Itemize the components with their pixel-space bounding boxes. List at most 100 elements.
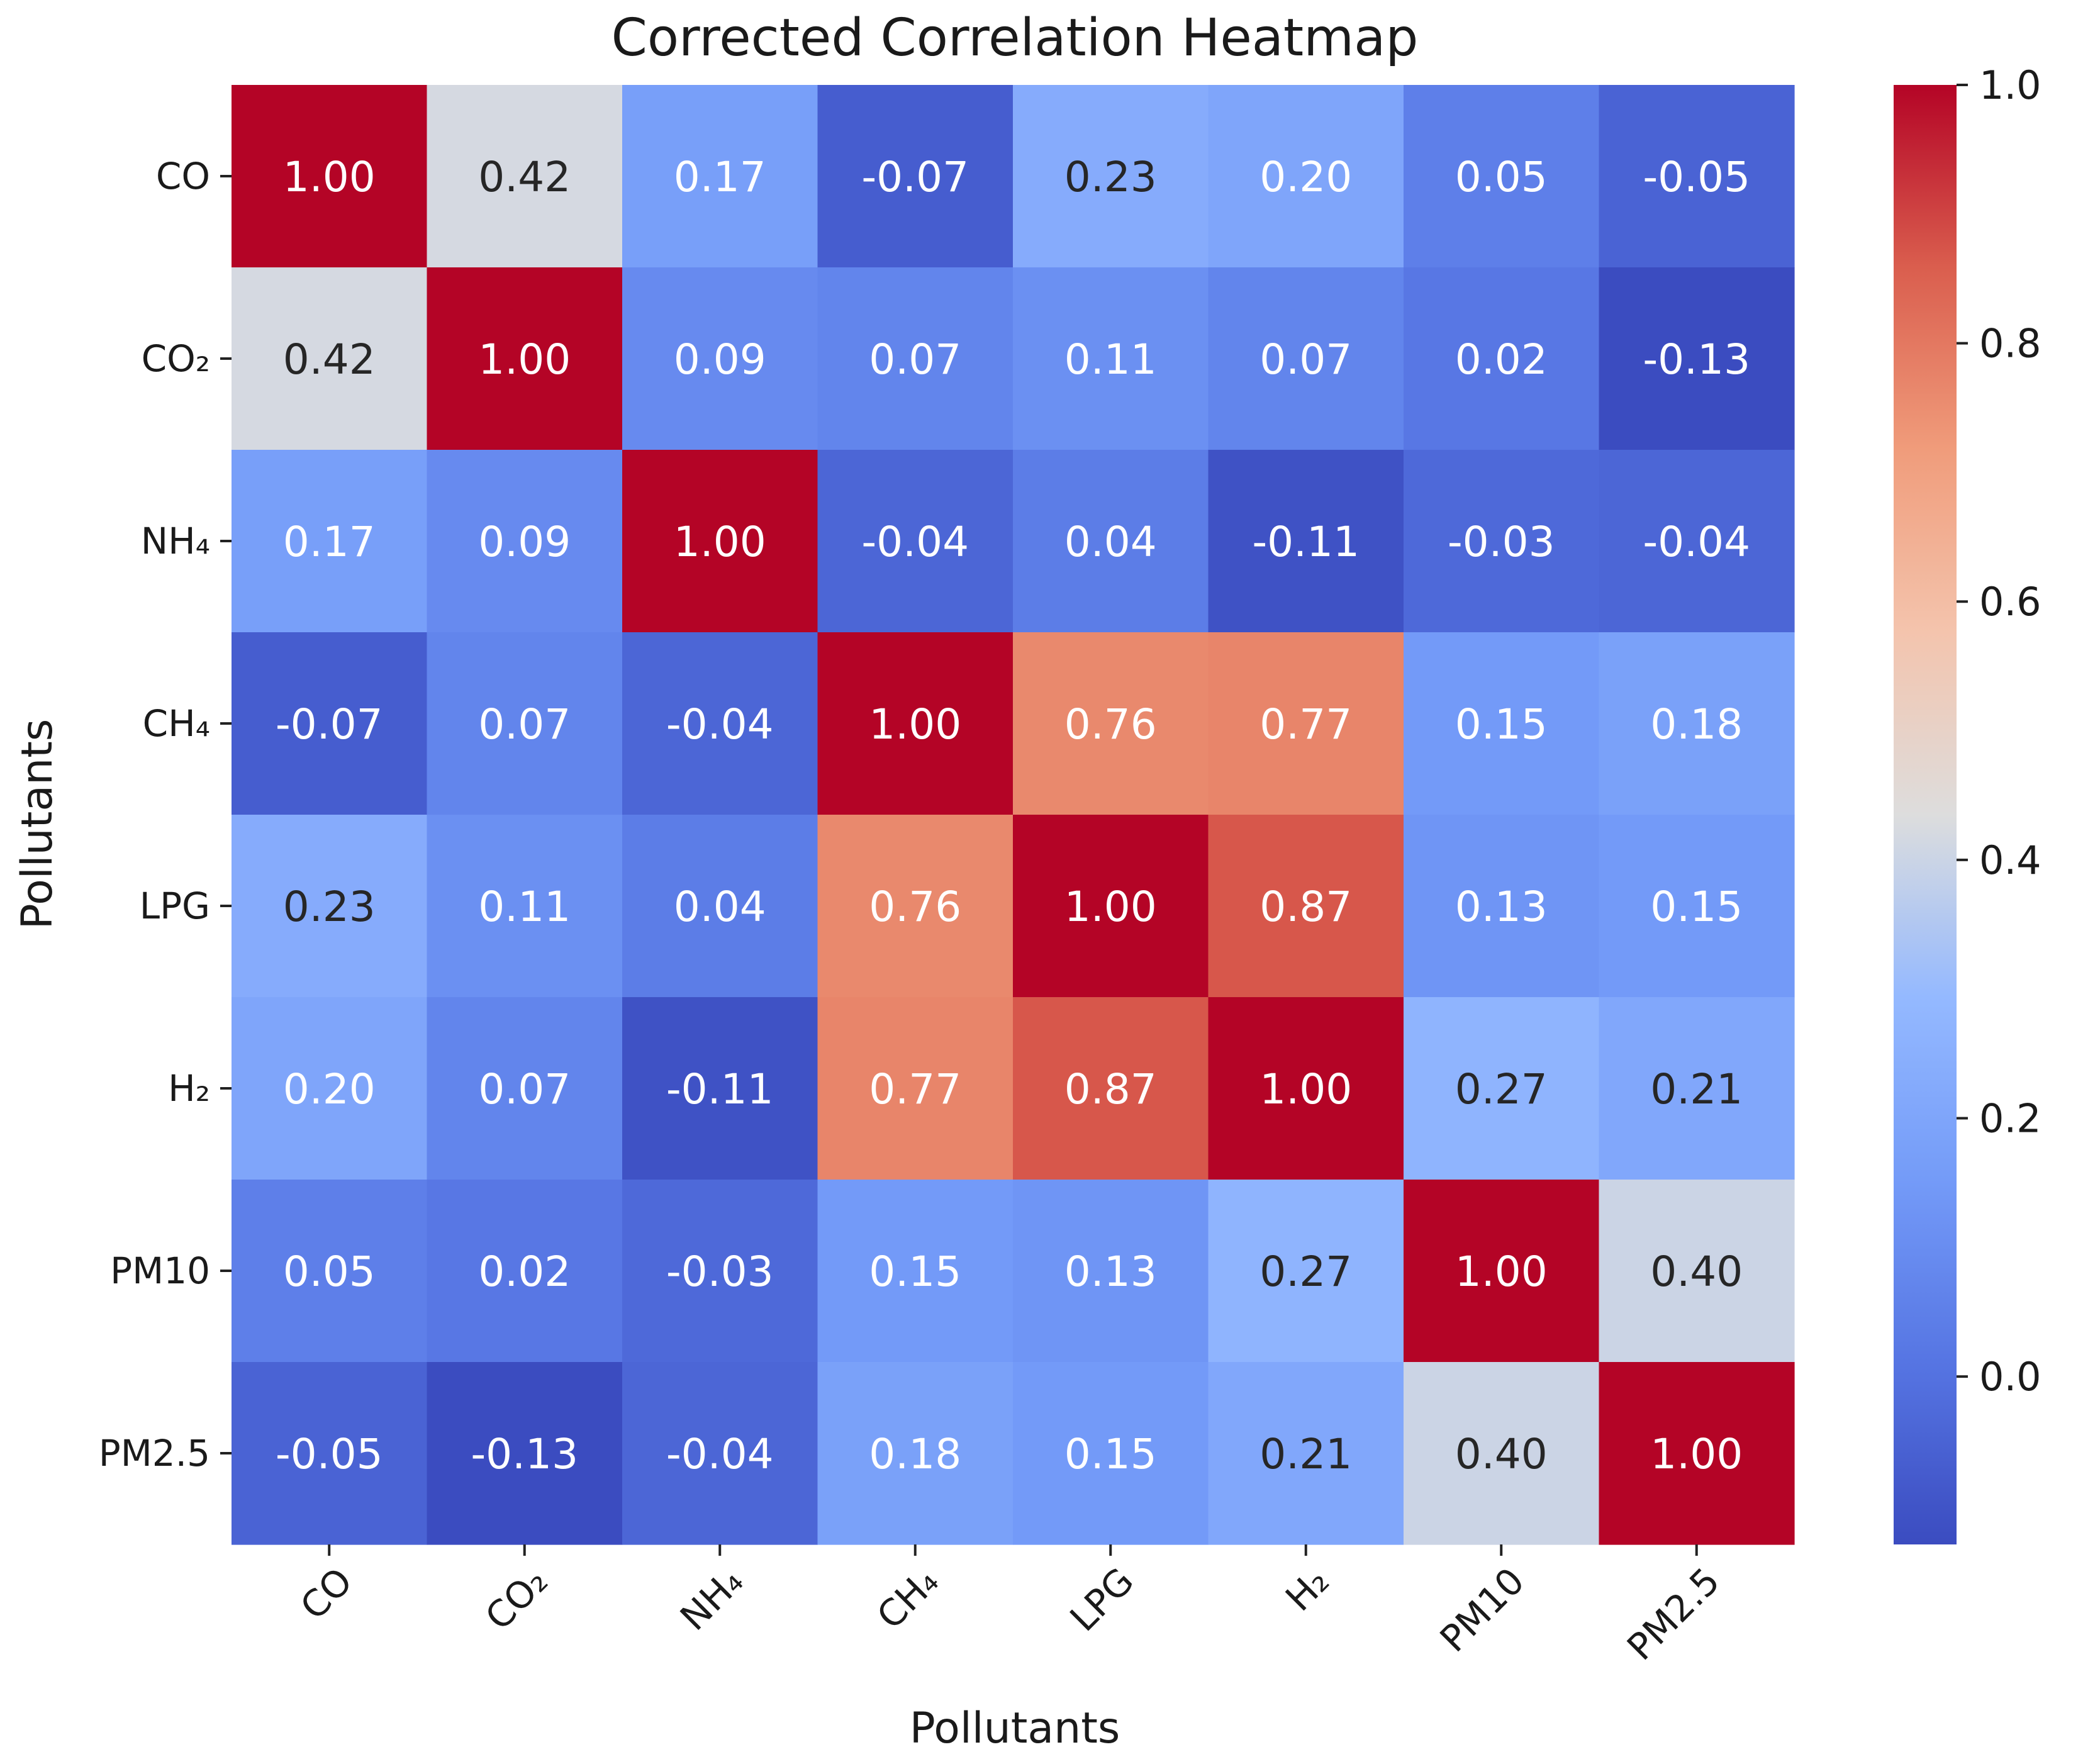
cell-value-label: -0.04 [861,518,969,566]
heatmap-cell [817,1362,1014,1545]
cell-value-label: 0.07 [869,335,961,384]
cell-value-label: -0.07 [861,153,969,201]
cell-value-label: 0.09 [478,518,571,566]
heatmap-cell [1404,997,1600,1180]
heatmap-cell [427,1362,623,1545]
heatmap-cell [232,450,428,633]
cell-value-label: 0.20 [1259,153,1352,201]
cell-value-label: 0.23 [283,883,376,931]
cell-value-label: 0.76 [1064,700,1157,749]
heatmap-cell [1404,1362,1600,1545]
cell-value-label: -0.13 [471,1430,578,1478]
heatmap-cell [1208,997,1404,1180]
cell-value-label: 1.00 [1259,1065,1352,1114]
x-tick-label: CO₂ [477,1560,556,1638]
colorbar [1894,85,1957,1544]
heatmap-cell [1208,267,1404,450]
cell-value-label: 1.00 [283,153,376,201]
cell-value-label: 0.42 [283,335,376,384]
heatmap-cell [1013,1362,1209,1545]
heatmap-cell [1208,450,1404,633]
x-axis-ticks: CO CO₂ NH₄ CH₄ LPG H₂ PM10 PM2.5 [292,1544,1728,1668]
heatmap-cells [232,85,1795,1545]
cell-value-label: 0.09 [674,335,766,384]
heatmap-cell [817,267,1014,450]
x-tick-label: CH₄ [869,1560,947,1638]
y-tick-label: CH₄ [143,702,210,745]
cell-value-label: 0.21 [1259,1430,1352,1478]
x-tick-label: PM2.5 [1619,1560,1728,1668]
heatmap-cell [1404,267,1600,450]
x-tick-label: PM10 [1432,1560,1533,1660]
cell-value-label: 0.40 [1650,1248,1743,1296]
heatmap-cell [1208,1362,1404,1545]
cell-value-label: -0.07 [276,700,383,749]
cell-value-label: 1.00 [478,335,571,384]
y-tick-label: CO [156,155,210,198]
cell-value-label: 0.17 [674,153,766,201]
cell-value-label: 0.05 [283,1248,376,1296]
heatmap-cell [1599,85,1795,268]
colorbar-tick-label: 0.8 [1979,321,2041,367]
heatmap-cell [622,997,818,1180]
heatmap-cell [1599,1180,1795,1363]
heatmap-cell [817,450,1014,633]
heatmap-cell [622,632,818,815]
y-tick-label: NH₄ [141,520,210,562]
cell-value-label: 0.87 [1064,1065,1157,1114]
heatmap-cell [1404,632,1600,815]
heatmap-cell [1013,632,1209,815]
cell-value-label: 0.15 [1064,1430,1157,1478]
x-tick-label: CO [292,1560,360,1628]
heatmap-cell [817,632,1014,815]
heatmap-cell [1404,450,1600,633]
y-axis-label: Pollutants [13,719,62,930]
heatmap-cell [622,1362,818,1545]
cell-value-label: 0.42 [478,153,571,201]
heatmap-cell [622,815,818,998]
heatmap-annotations: 1.00 0.42 0.17 -0.07 0.23 0.20 0.05 -0.05 0.42 1.… [276,153,1750,1478]
heatmap-cell [232,997,428,1180]
heatmap-cell [427,1180,623,1363]
heatmap-cell [817,997,1014,1180]
y-tick-label: H₂ [168,1067,210,1110]
heatmap-cell [1599,632,1795,815]
cell-value-label: -0.03 [666,1248,774,1296]
heatmap-cell [1013,85,1209,268]
heatmap-cell [427,267,623,450]
heatmap-cell [232,85,428,268]
cell-value-label: -0.04 [666,1430,774,1478]
x-axis-label: Pollutants [910,1704,1120,1753]
cell-value-label: -0.03 [1448,518,1555,566]
heatmap-cell [622,1180,818,1363]
cell-value-label: 0.77 [1259,700,1352,749]
cell-value-label: 0.87 [1259,883,1352,931]
heatmap-cell [1013,450,1209,633]
cell-value-label: -0.04 [1643,518,1750,566]
y-tick-label: PM2.5 [99,1432,210,1475]
cell-value-label: 1.00 [1455,1248,1548,1296]
heatmap-cell [817,1180,1014,1363]
cell-value-label: 0.13 [1064,1248,1157,1296]
colorbar-ticks: 0.0 0.2 0.4 0.6 0.8 1.0 [1957,62,2041,1400]
x-tick-label: LPG [1062,1560,1142,1639]
cell-value-label: 0.23 [1064,153,1157,201]
colorbar-tick-label: 0.2 [1979,1095,2041,1141]
heatmap-cell [817,85,1014,268]
cell-value-label: 0.04 [674,883,766,931]
cell-value-label: 1.00 [674,518,766,566]
heatmap-cell [1013,997,1209,1180]
cell-value-label: 0.18 [869,1430,961,1478]
x-tick-label: NH₄ [672,1560,751,1639]
heatmap-cell [232,267,428,450]
heatmap-cell [427,997,623,1180]
heatmap-cell [1599,997,1795,1180]
heatmap-cell [1404,1180,1600,1363]
cell-value-label: 0.02 [478,1248,571,1296]
heatmap-cell [232,815,428,998]
cell-value-label: -0.05 [276,1430,383,1478]
y-tick-label: CO₂ [142,337,210,380]
cell-value-label: 0.07 [478,700,571,749]
heatmap-cell [1599,450,1795,633]
